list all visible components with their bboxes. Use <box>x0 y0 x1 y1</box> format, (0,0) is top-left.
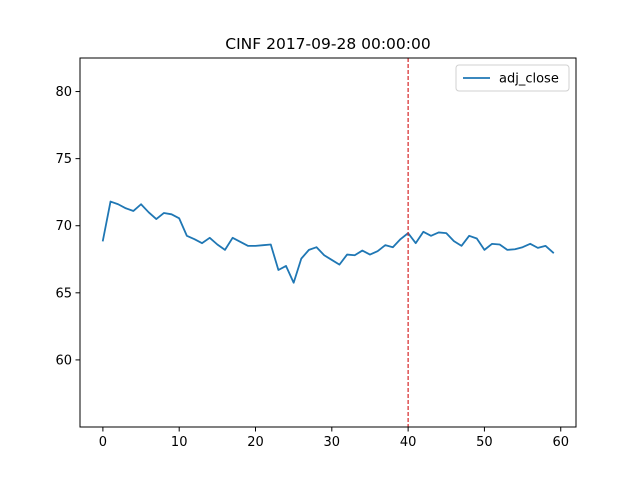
x-tick-label: 50 <box>476 435 493 450</box>
y-tick-label: 65 <box>55 286 72 301</box>
legend: adj_close <box>455 64 570 92</box>
series-line-adj_close <box>101 200 555 284</box>
x-tick-label: 30 <box>324 435 341 450</box>
chart-title: CINF 2017-09-28 00:00:00 <box>225 35 430 53</box>
legend-label: adj_close <box>499 72 559 87</box>
axes-frame <box>79 57 577 428</box>
x-tick-label: 40 <box>400 435 417 450</box>
y-tick-label: 75 <box>55 152 72 167</box>
x-tick-label: 60 <box>552 435 569 450</box>
y-tick-label: 60 <box>55 353 72 368</box>
plot-area <box>101 58 555 427</box>
axes: 0 10 20 30 40 50 60 60 65 70 75 80 <box>55 57 577 450</box>
legend-box <box>455 64 570 92</box>
y-tick-label: 70 <box>55 219 72 234</box>
x-tick-label: 20 <box>247 435 264 450</box>
x-tick-label: 10 <box>171 435 188 450</box>
x-tick-label: 0 <box>99 435 107 450</box>
y-tick-label: 80 <box>55 85 72 100</box>
